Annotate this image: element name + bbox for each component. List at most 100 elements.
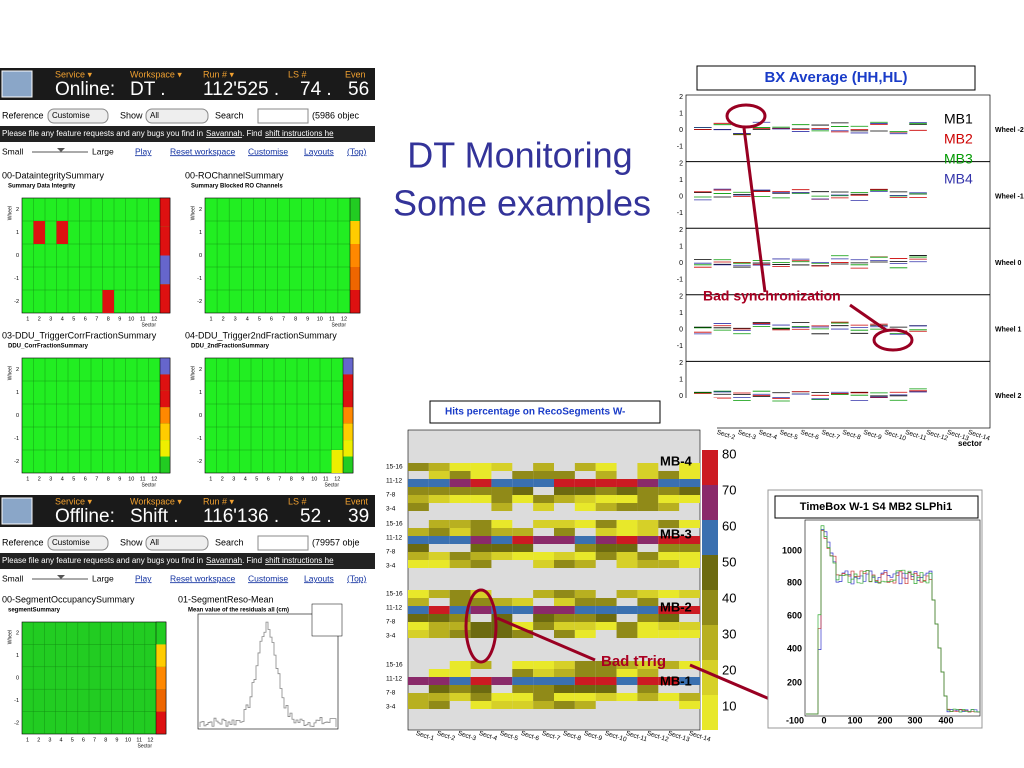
toolbar-link[interactable]: Play <box>135 146 152 156</box>
annotation: Bad synchronization <box>703 288 841 304</box>
plot-title: Summary Data Integrity <box>8 184 76 190</box>
mode: Offline: <box>55 506 115 527</box>
heat-cell <box>470 661 492 669</box>
heat-cell <box>616 669 638 677</box>
heat-cell <box>574 479 596 487</box>
menu-item[interactable]: LS # <box>288 69 307 79</box>
lumi-section: 52 . <box>300 506 332 527</box>
x-tick-label: 7 <box>282 316 285 322</box>
heat-cell <box>616 528 638 536</box>
heat-cell <box>679 479 700 487</box>
toolbar-link[interactable]: Reset workspace <box>170 573 235 583</box>
heat-cell <box>533 560 554 568</box>
notice-part[interactable]: Savannah <box>206 556 242 565</box>
x-tick-label: 8 <box>107 316 110 322</box>
plot-name: 01-SegmentReso-Mean <box>178 594 274 604</box>
x-axis-label: sector <box>958 439 982 448</box>
heat-cell <box>512 677 534 685</box>
color-bar-frame <box>349 197 361 314</box>
dropdown-value: Customise <box>52 538 90 547</box>
menu-item[interactable]: Event <box>345 496 369 506</box>
heat-cell <box>408 693 429 701</box>
menu-item[interactable]: LS # <box>288 496 307 506</box>
x-tick-label: 6 <box>82 737 85 743</box>
menu-item[interactable]: Workspace ▾ <box>130 496 182 506</box>
bad-cell <box>33 221 45 244</box>
dropdown[interactable] <box>145 535 209 551</box>
color-bar <box>156 666 166 690</box>
toolbar-link[interactable]: Layouts <box>304 146 334 156</box>
heat-cell <box>679 677 700 685</box>
dropdown[interactable] <box>145 108 209 124</box>
slide-title: DT Monitoring <box>407 135 632 176</box>
color-bar <box>160 358 170 375</box>
notice-part[interactable]: shift instructions he <box>265 556 334 565</box>
x-tick-label: Sect-2 <box>716 429 736 442</box>
heat-cell <box>533 669 554 677</box>
toolbar-link[interactable]: (Top) <box>347 573 367 583</box>
search-box[interactable] <box>257 108 309 124</box>
x-tick-label: 10 <box>128 316 134 322</box>
object-count: (79957 obje <box>312 537 360 547</box>
heat-cell <box>512 487 534 495</box>
heat-cell <box>449 552 471 560</box>
heat-cell <box>428 495 450 503</box>
menu-item[interactable]: Even <box>345 69 366 79</box>
color-bar-frame <box>155 621 167 735</box>
notice-part[interactable]: Savannah <box>206 129 242 138</box>
heat-cell <box>637 669 659 677</box>
x-tick-label: 5 <box>72 476 75 482</box>
x-tick-label: 9 <box>115 737 118 743</box>
x-axis-label: Sector <box>142 322 157 328</box>
heat-cell <box>595 552 617 560</box>
row-label: 15-16 <box>386 662 403 669</box>
heat-cell <box>595 598 617 606</box>
legend-entry: MB4 <box>944 171 973 187</box>
heat-cell <box>637 677 659 685</box>
notice: Please file any feature requests and any… <box>2 129 334 138</box>
toolbar-link[interactable]: Play <box>135 573 152 583</box>
slider-thumb[interactable] <box>57 148 65 152</box>
heat-cell <box>554 606 575 614</box>
color-scale <box>702 520 718 555</box>
toolbar-link[interactable]: Layouts <box>304 573 334 583</box>
workspace: DT . <box>130 79 166 100</box>
y-tick-label: 2 <box>679 294 683 301</box>
heat-cell <box>533 622 554 630</box>
bad-cell <box>56 221 68 244</box>
toolbar-link[interactable]: Reset workspace <box>170 146 235 156</box>
heat-cell <box>428 701 450 709</box>
toolbar-link[interactable]: (Top) <box>347 146 367 156</box>
heat-cell <box>679 544 700 552</box>
heat-cell <box>533 701 554 709</box>
toolbar-link[interactable]: Customise <box>248 573 288 583</box>
x-axis-label: Sector <box>332 322 347 328</box>
plot-name: 00-DataintegritySummary <box>2 170 105 180</box>
dropdown[interactable] <box>47 108 109 124</box>
notice-part[interactable]: shift instructions he <box>265 129 334 138</box>
heat-cell <box>428 622 450 630</box>
toolbar-link[interactable]: Customise <box>248 146 288 156</box>
menu-item[interactable]: Run # ▾ <box>203 69 235 79</box>
slider-thumb[interactable] <box>57 575 65 579</box>
x-tick-label: 3 <box>234 316 237 322</box>
heat-cell <box>637 479 659 487</box>
heat-cell <box>449 487 471 495</box>
heat-cell <box>574 614 596 622</box>
heat-cell <box>595 614 617 622</box>
legend-entry: MB1 <box>944 111 973 127</box>
y-tick-label: 0 <box>679 127 683 134</box>
heat-cell <box>554 614 575 622</box>
dropdown[interactable] <box>47 535 109 551</box>
menu-item[interactable]: Service ▾ <box>55 496 93 506</box>
menu-item[interactable]: Workspace ▾ <box>130 69 182 79</box>
heat-cell <box>574 520 596 528</box>
heat-cell <box>491 606 513 614</box>
search-box[interactable] <box>257 535 309 551</box>
menu-item[interactable]: Run # ▾ <box>203 496 235 506</box>
heat-cell <box>658 536 680 544</box>
plot-title: DDU_2ndFractionSummary <box>191 344 270 350</box>
heat-cell <box>554 471 575 479</box>
menu-item[interactable]: Service ▾ <box>55 69 93 79</box>
heat-cell <box>449 614 471 622</box>
